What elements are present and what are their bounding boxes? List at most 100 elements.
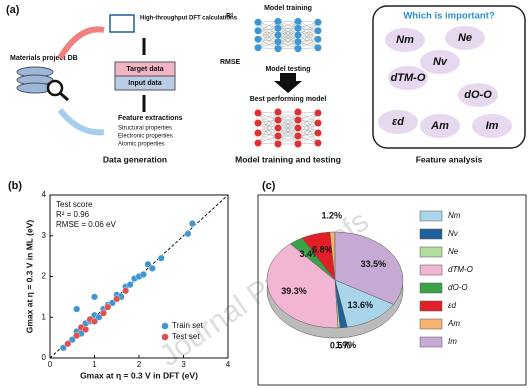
edge	[297, 34, 319, 48]
point	[139, 270, 147, 278]
edge	[257, 111, 279, 134]
panel-a: (a) Materials project DB High-throughput…	[6, 4, 526, 164]
edge	[297, 22, 319, 49]
node	[314, 35, 322, 43]
panel-c-frame	[257, 194, 527, 386]
feature-name: Ne	[458, 32, 472, 44]
legend-label: dO-O	[448, 283, 468, 292]
legend-swatch	[419, 246, 443, 258]
edge	[297, 127, 319, 144]
feature-name: εd	[392, 116, 404, 128]
caption: Data generation	[103, 154, 167, 164]
edge	[297, 21, 319, 40]
bubble	[445, 26, 485, 50]
edge	[297, 30, 319, 42]
edge	[257, 119, 279, 134]
edge	[297, 30, 319, 49]
node	[254, 139, 262, 147]
pie-slice	[334, 279, 394, 328]
edge	[257, 135, 279, 144]
node	[254, 27, 262, 35]
y-tick-label: 3	[42, 231, 47, 240]
value-label: 13.6%	[348, 300, 374, 310]
node	[294, 116, 302, 124]
node	[274, 45, 282, 53]
legend-label: εd	[448, 301, 457, 310]
edge	[277, 21, 299, 42]
edge	[277, 21, 299, 36]
edge	[277, 28, 299, 49]
node	[294, 124, 302, 132]
arrow	[274, 73, 302, 93]
edge	[257, 22, 279, 49]
edge	[297, 39, 319, 49]
feature-name: Nm	[396, 34, 414, 46]
x-tick-label: 0	[48, 360, 53, 369]
networks	[254, 17, 322, 148]
value-label: 33.5%	[361, 259, 387, 269]
feature-item: Electronic properties	[118, 134, 173, 140]
legend-label: Im	[448, 337, 457, 346]
target-label: Target data	[126, 66, 163, 73]
point	[99, 309, 107, 317]
y-tick-label: 2	[42, 272, 47, 281]
legend-label: Ne	[448, 247, 459, 256]
node	[274, 132, 282, 140]
edge	[257, 122, 279, 145]
node	[314, 119, 322, 127]
node	[314, 18, 322, 26]
x-tick-label: 1	[92, 360, 97, 369]
edge	[297, 132, 319, 145]
point	[126, 281, 134, 289]
bubble	[378, 110, 418, 134]
point	[90, 317, 98, 325]
legend-swatch	[419, 228, 443, 240]
point	[157, 254, 165, 262]
annotation: RMSE = 0.06 eV	[56, 220, 116, 229]
node	[254, 109, 262, 117]
node	[274, 124, 282, 132]
edge	[277, 111, 299, 121]
edge	[257, 22, 279, 36]
node	[274, 108, 282, 116]
x-axis-label: Gmax at η = 0.3 V in DFT (eV)	[80, 370, 198, 380]
point	[113, 295, 121, 303]
annotation: R² = 0.96	[56, 210, 90, 219]
node	[274, 140, 282, 148]
legend-label: Nv	[448, 229, 459, 238]
point	[82, 325, 90, 333]
value-label: 3.4%	[299, 249, 320, 259]
panel-label: (b)	[8, 180, 22, 192]
point	[95, 313, 103, 321]
edge	[297, 21, 319, 48]
bubble	[420, 114, 460, 138]
edge	[297, 28, 319, 48]
feature-name: dO-O	[464, 89, 492, 101]
node	[254, 35, 262, 43]
legend-label: Train set	[172, 321, 204, 330]
feature-name: dTM-O	[391, 72, 426, 84]
node	[274, 24, 282, 32]
node	[314, 139, 322, 147]
edge	[297, 111, 319, 144]
legend-marker	[161, 322, 169, 330]
testing-label: Model testing	[265, 66, 310, 73]
bubble	[420, 50, 460, 74]
x-tick-label: 2	[137, 360, 142, 369]
panel-c: (c) 13.6% Nm 1.7% Nv 0.5% Ne 39.3% dTM-O 3.4% dO-O…	[262, 180, 473, 350]
edge	[257, 111, 279, 124]
node	[314, 109, 322, 117]
edge	[257, 21, 279, 31]
bubble	[472, 114, 512, 138]
point	[68, 336, 76, 344]
edge	[297, 22, 319, 42]
r2-label: R²	[226, 13, 234, 20]
node	[254, 44, 262, 52]
edge	[257, 22, 279, 42]
node	[254, 119, 262, 127]
edge	[277, 21, 299, 29]
edge	[277, 111, 299, 137]
edge	[297, 135, 319, 144]
y-tick-label: 4	[42, 190, 47, 199]
node	[294, 45, 302, 53]
